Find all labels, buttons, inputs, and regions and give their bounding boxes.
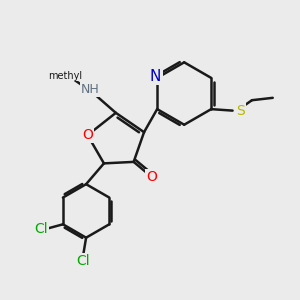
Text: Cl: Cl — [34, 222, 47, 236]
Text: methyl: methyl — [48, 71, 82, 81]
Text: O: O — [82, 128, 93, 142]
Text: N: N — [150, 69, 161, 84]
Text: O: O — [146, 170, 157, 184]
Text: S: S — [236, 103, 245, 118]
Text: Cl: Cl — [76, 254, 90, 268]
Text: NH: NH — [81, 83, 100, 96]
